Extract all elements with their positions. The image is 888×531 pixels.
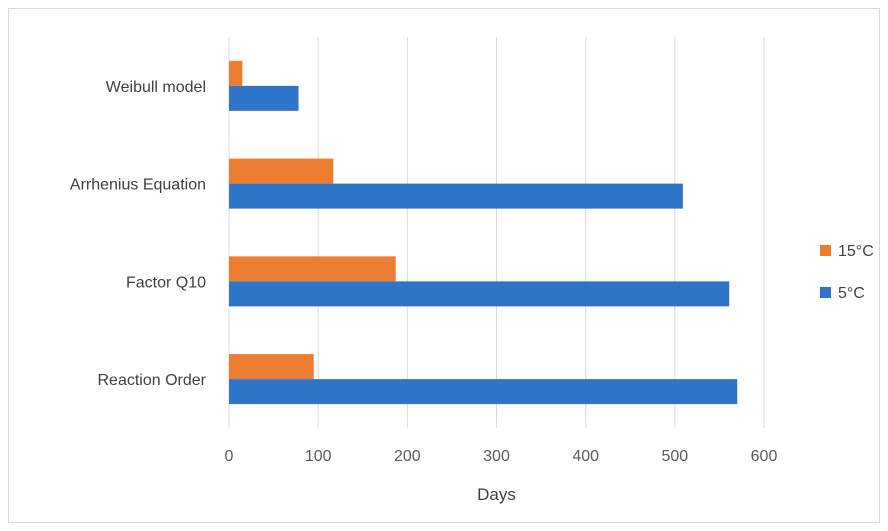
- category-label: Reaction Order: [98, 372, 207, 389]
- x-tick-label: 200: [394, 448, 421, 465]
- bar-5c-weibull-model: [229, 85, 299, 111]
- bar-5c-reaction-order: [229, 379, 738, 405]
- bar-5c-arrhenius-equation: [229, 183, 683, 209]
- chart-frame: [8, 8, 880, 523]
- x-tick-label: 600: [751, 448, 778, 465]
- legend-label: 15°C: [838, 243, 874, 260]
- category-label: Weibull model: [106, 79, 206, 96]
- bar-15c-arrhenius-equation: [229, 158, 334, 184]
- bar-15c-weibull-model: [229, 60, 243, 86]
- x-tick-label: 500: [661, 448, 688, 465]
- legend-swatch: [820, 245, 831, 256]
- legend-swatch: [820, 287, 831, 298]
- x-tick-label: 300: [483, 448, 510, 465]
- bar-5c-factor-q10: [229, 281, 730, 307]
- bar-15c-factor-q10: [229, 256, 396, 282]
- category-label: Factor Q10: [126, 274, 206, 291]
- category-label: Arrhenius Equation: [70, 177, 206, 194]
- x-tick-label: 0: [225, 448, 234, 465]
- x-tick-label: 100: [305, 448, 332, 465]
- x-tick-label: 400: [572, 448, 599, 465]
- x-axis-title: Days: [477, 485, 516, 504]
- legend-label: 5°C: [838, 285, 865, 302]
- bar-15c-reaction-order: [229, 354, 314, 380]
